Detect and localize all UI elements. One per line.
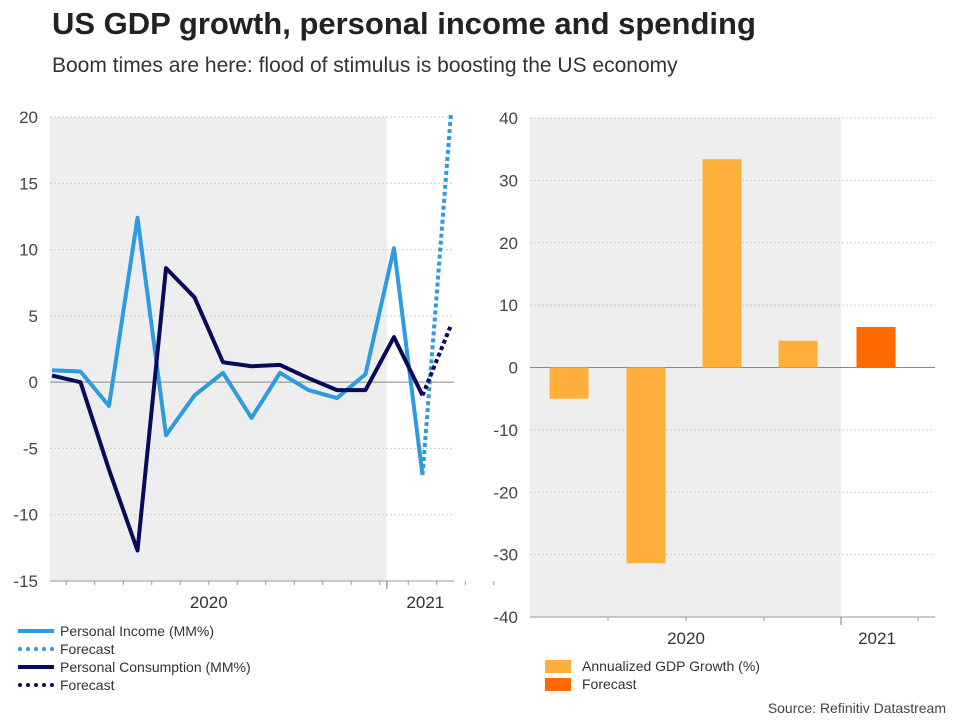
personal-consumption-forecast-line — [420, 324, 453, 397]
personal-income-line — [51, 215, 425, 476]
legend-label-gdp: Annualized GDP Growth (%) — [582, 658, 760, 674]
legend-label-consumption: Personal Consumption (MM%) — [60, 659, 251, 675]
y-tick-label: -40 — [493, 608, 518, 627]
y-tick-label: 0 — [509, 359, 518, 378]
x-label-2020: 2020 — [190, 593, 228, 612]
y-tick-label: 0 — [29, 373, 38, 392]
y-tick-label: -20 — [493, 483, 518, 502]
y-tick-label: -10 — [13, 506, 38, 525]
y-tick-label: -5 — [23, 439, 38, 458]
legend-swatch-consumption — [18, 665, 54, 669]
legend-item-consumption-forecast: Forecast — [18, 676, 251, 694]
y-tick-label: 20 — [19, 108, 38, 127]
gdp-bar — [549, 367, 589, 399]
gdp-bar — [702, 159, 742, 368]
legend-label-gdp-forecast: Forecast — [582, 676, 637, 692]
legend-swatch-gdp-forecast — [545, 677, 571, 691]
y-tick-label: 5 — [29, 307, 38, 326]
right-legend: Annualized GDP Growth (%) Forecast — [542, 657, 760, 693]
legend-label-income: Personal Income (MM%) — [60, 623, 215, 639]
legend-item-income-forecast: Forecast — [18, 640, 251, 658]
legend-label-consumption-forecast: Forecast — [60, 677, 115, 693]
left-legend: Personal Income (MM%) Forecast Personal … — [18, 622, 251, 694]
y-tick-label: 15 — [19, 174, 38, 193]
x-label-2020: 2020 — [667, 629, 705, 648]
legend-item-consumption: Personal Consumption (MM%) — [18, 658, 251, 676]
gdp-bar — [626, 367, 666, 564]
legend-item-gdp-forecast: Forecast — [542, 675, 760, 693]
y-tick-label: 30 — [499, 171, 518, 190]
source-note: Source: Refinitiv Datastream — [767, 700, 946, 716]
y-tick-label: -30 — [493, 546, 518, 565]
x-label-2021: 2021 — [406, 593, 444, 612]
y-tick-label: -10 — [493, 421, 518, 440]
gdp-forecast-bar — [856, 326, 896, 368]
y-tick-label: -15 — [13, 572, 38, 591]
y-tick-label: 10 — [499, 296, 518, 315]
chart-title: US GDP growth, personal income and spend… — [52, 6, 756, 41]
legend-item-gdp: Annualized GDP Growth (%) — [542, 657, 760, 675]
legend-swatch-consumption-forecast — [18, 683, 54, 687]
personal-income-forecast-line — [420, 112, 453, 476]
y-tick-label: 10 — [19, 241, 38, 260]
gdp-bar — [778, 340, 818, 368]
personal-consumption-line — [51, 266, 425, 553]
x-label-2021: 2021 — [858, 629, 896, 648]
chart-subtitle: Boom times are here: flood of stimulus i… — [52, 54, 678, 77]
legend-label-income-forecast: Forecast — [60, 641, 115, 657]
legend-swatch-income — [18, 629, 54, 633]
y-tick-label: 40 — [499, 109, 518, 128]
legend-swatch-income-forecast — [18, 647, 54, 651]
legend-swatch-gdp — [545, 659, 571, 673]
legend-item-income: Personal Income (MM%) — [18, 622, 251, 640]
y-tick-label: 20 — [499, 234, 518, 253]
